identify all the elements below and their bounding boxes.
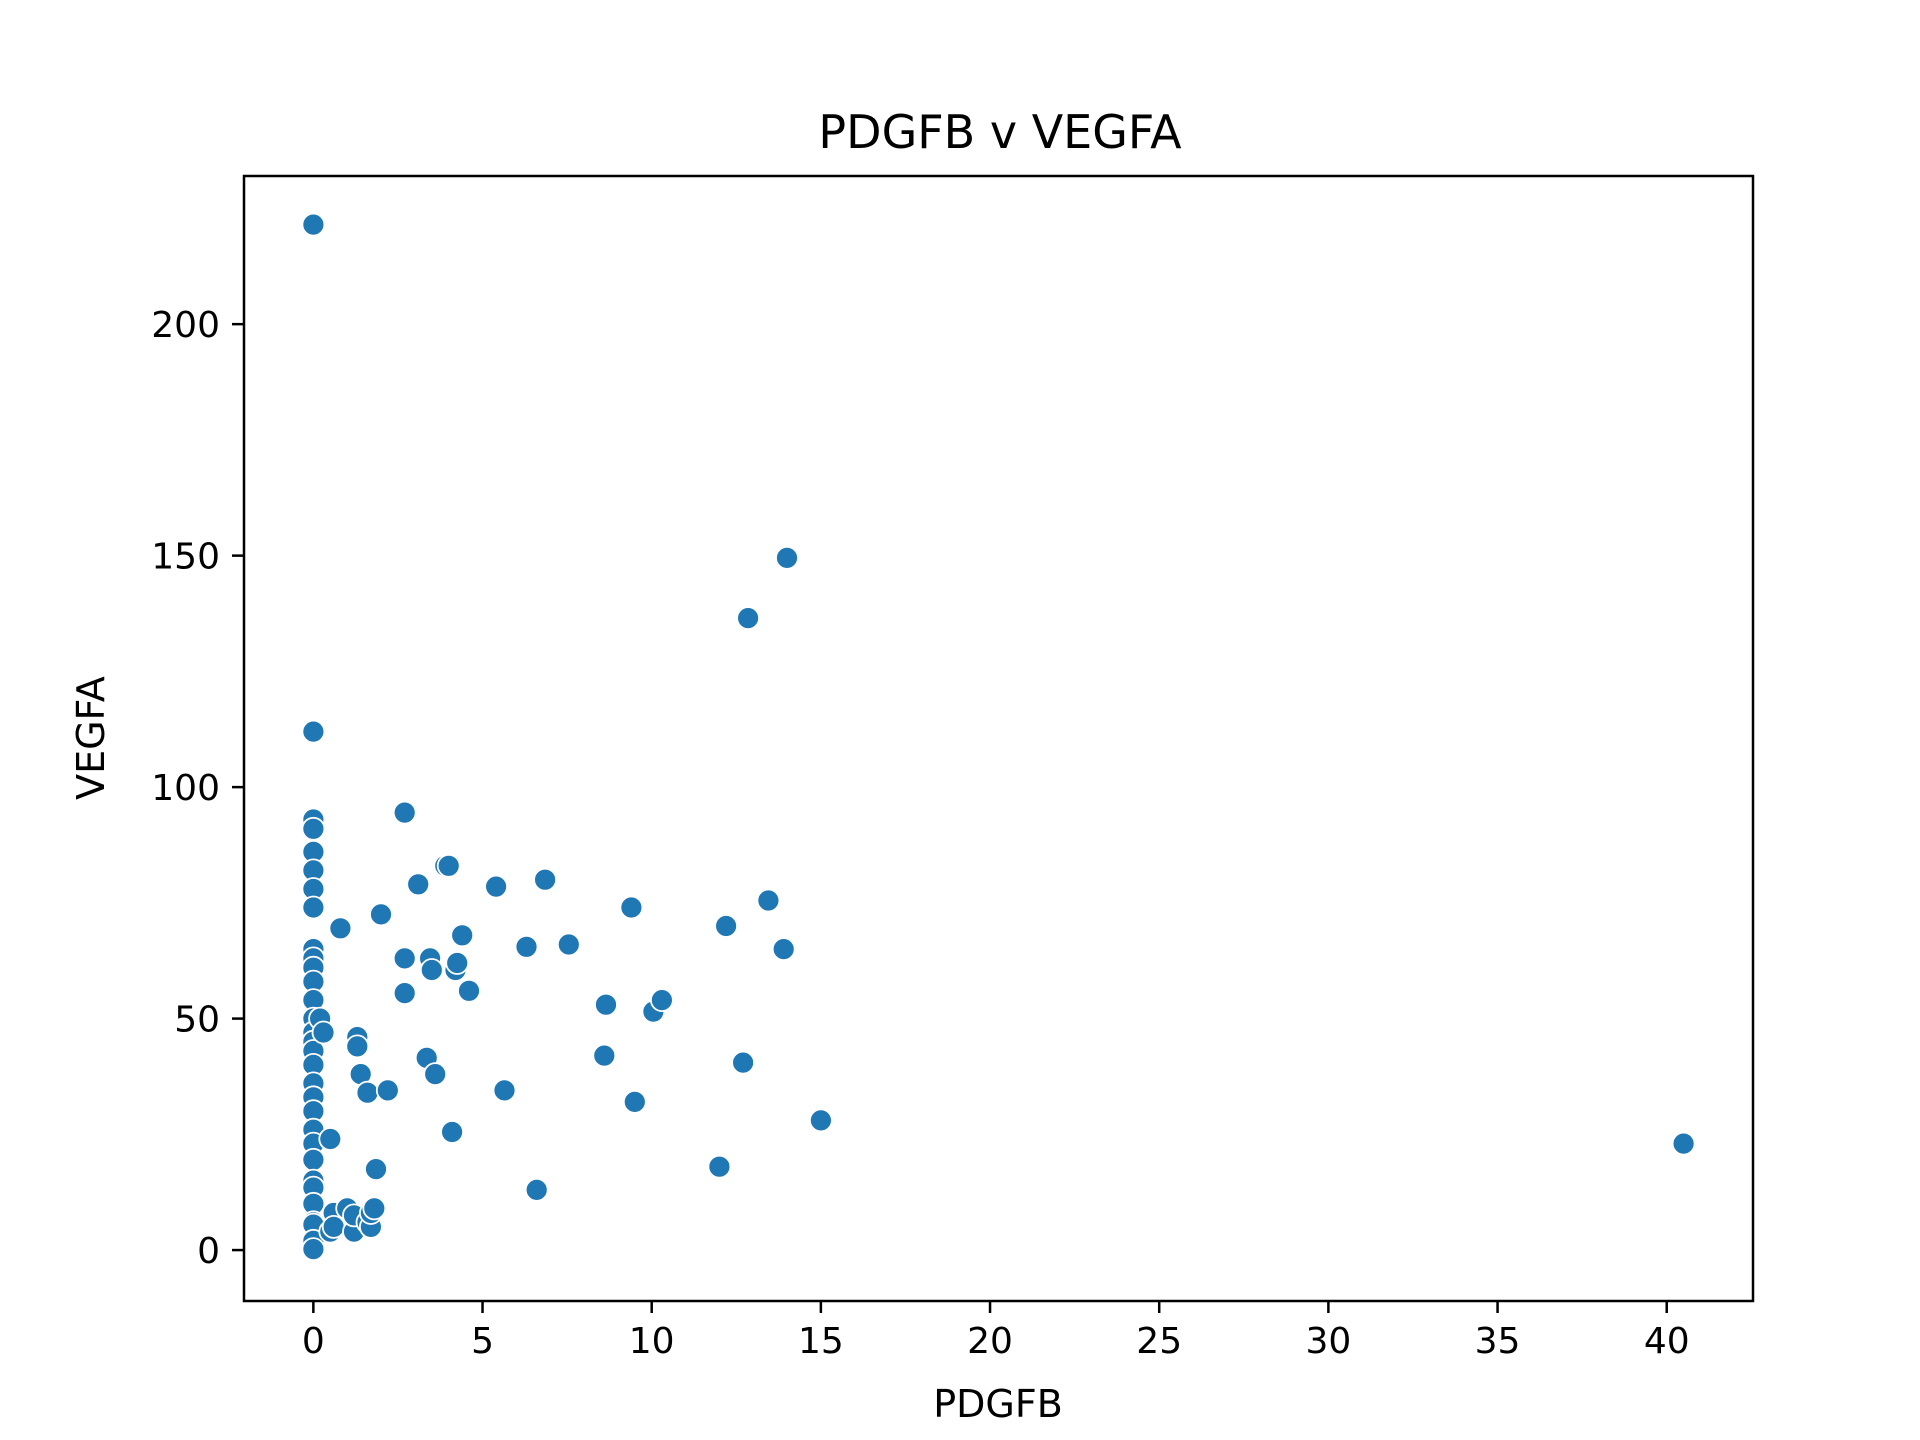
x-axis-ticks: 0 5 10 15 20 25 30 35 40 [302,1301,1690,1362]
data-point [484,874,509,899]
y-axis-label: VEGFA [69,676,113,800]
data-point [445,951,470,975]
data-point [321,1215,346,1239]
data-point [592,1043,617,1068]
data-point [392,981,417,1005]
data-point [392,946,417,971]
data-point [619,895,644,920]
x-tick-label: 10 [629,1321,675,1362]
data-point [731,1050,755,1075]
data-point [406,872,431,897]
x-tick-label: 35 [1475,1321,1521,1362]
data-point [301,719,326,744]
x-tick-label: 15 [798,1321,844,1362]
data-point [328,916,353,941]
data-point [440,1120,465,1144]
y-tick-label: 0 [197,1231,220,1272]
data-point [809,1108,833,1133]
data-point [457,978,481,1003]
data-point [301,816,326,841]
data-point [392,800,417,825]
data-point [622,1090,647,1114]
data-point [362,1196,387,1221]
data-point [364,1157,388,1181]
data-point [775,546,799,570]
y-tick-label: 100 [151,768,220,809]
data-point [556,932,581,957]
data-point [301,212,326,237]
data-point [650,988,674,1012]
data-point [369,902,393,927]
y-tick-label: 200 [151,305,220,346]
data-point [419,958,444,982]
data-point [436,853,461,878]
data-point [492,1078,517,1103]
data-point [355,1080,380,1105]
y-axis-ticks: 0 50 100 150 200 [151,305,244,1272]
data-point [318,1127,343,1151]
chart-title: PDGFB v VEGFA [818,105,1182,159]
data-point [301,1147,326,1172]
x-tick-label: 5 [471,1321,494,1362]
data-point [533,867,557,892]
x-tick-label: 0 [302,1321,325,1362]
data-point [771,937,796,961]
x-tick-label: 25 [1136,1321,1182,1362]
y-tick-label: 50 [174,1000,220,1041]
data-point [423,1062,448,1086]
data-point [524,1178,549,1202]
data-points [301,212,1696,1261]
data-point [450,923,475,948]
x-tick-label: 30 [1305,1321,1351,1362]
data-point [514,934,539,959]
data-point [345,1034,370,1059]
x-tick-label: 40 [1644,1321,1690,1362]
data-point [375,1078,400,1103]
data-point [707,1154,732,1179]
plot-frame [242,174,1755,1303]
data-point [736,606,760,630]
data-point [301,1237,326,1261]
data-point [756,888,781,913]
data-point [1671,1131,1696,1156]
x-tick-label: 20 [967,1321,1013,1362]
data-point [594,992,618,1017]
data-point [301,895,326,920]
data-point [311,1020,336,1045]
data-point [714,914,738,938]
y-tick-label: 150 [151,537,220,578]
x-axis-label: PDGFB [933,1382,1063,1426]
